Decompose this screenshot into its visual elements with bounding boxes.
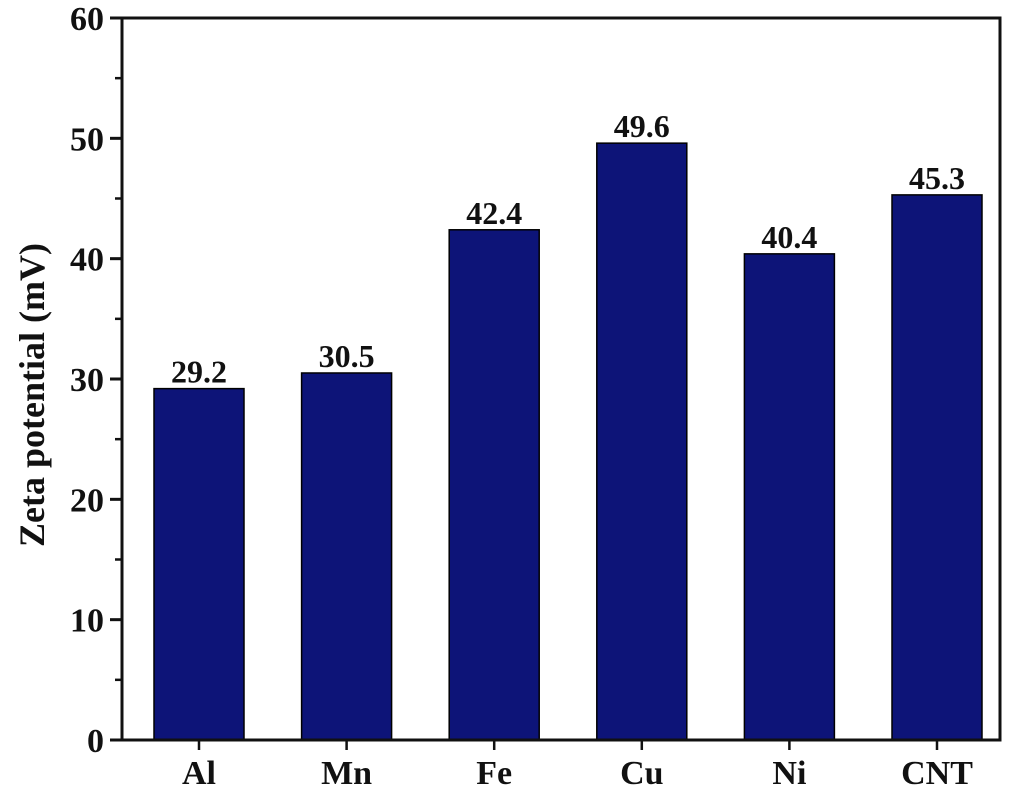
y-tick-label-60: 60 <box>70 1 104 38</box>
bar-mn <box>300 372 393 741</box>
y-tick-label-40: 40 <box>70 242 104 279</box>
bar-cnt <box>891 194 983 741</box>
x-tick-label-fe: Fe <box>476 755 512 792</box>
bar-ni <box>743 253 836 741</box>
x-tick-label-mn: Mn <box>321 755 372 792</box>
y-tick-label-30: 30 <box>70 362 104 399</box>
bar-fe <box>448 229 540 741</box>
data-label-fe: 42.4 <box>466 195 522 231</box>
x-tick-label-cu: Cu <box>620 755 663 792</box>
x-tick-label-cnt: CNT <box>901 755 973 792</box>
axes: Al Mn Fe Cu Ni CNT 0 10 20 30 40 50 60 <box>70 1 1002 792</box>
y-axis-title: Zeta potential (mV) <box>12 243 52 547</box>
bar-cu <box>596 142 688 741</box>
plot-frame <box>120 16 1002 742</box>
bar-al <box>153 387 245 741</box>
y-tick-label-0: 0 <box>87 723 104 760</box>
bars <box>153 142 983 741</box>
y-tick-label-50: 50 <box>70 121 104 158</box>
x-tick-label-al: Al <box>182 755 216 792</box>
y-tick-label-10: 10 <box>70 603 104 640</box>
data-label-cnt: 45.3 <box>909 160 965 196</box>
x-tick-label-ni: Ni <box>772 755 806 792</box>
data-labels: 29.2 30.5 42.4 49.6 40.4 45.3 <box>171 108 965 389</box>
data-label-cu: 49.6 <box>614 108 670 144</box>
data-label-mn: 30.5 <box>319 338 375 374</box>
data-label-ni: 40.4 <box>761 219 817 255</box>
data-label-al: 29.2 <box>171 354 227 390</box>
y-tick-label-20: 20 <box>70 482 104 519</box>
